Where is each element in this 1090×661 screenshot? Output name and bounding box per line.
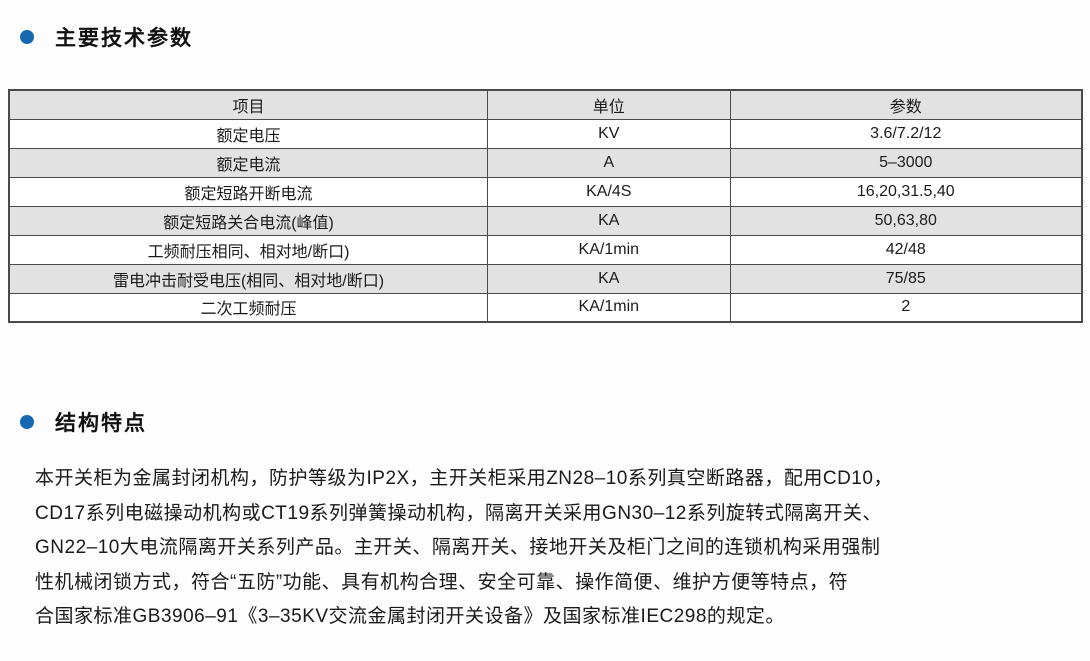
table-header-row: 项目 单位 参数 [8, 89, 1083, 120]
table-row: 额定电压 KV 3.6/7.2/12 [8, 118, 1083, 149]
table-row: 额定短路关合电流(峰值) KA 50,63,80 [8, 205, 1083, 236]
cell-param: 75/85 [729, 263, 1083, 294]
cell-unit: A [487, 147, 731, 178]
col-header-unit: 单位 [487, 89, 731, 120]
cell-item: 二次工频耐压 [8, 292, 489, 323]
cell-param: 5–3000 [729, 147, 1083, 178]
section-title-tech-params: 主要技术参数 [55, 27, 193, 50]
cell-item: 额定电流 [8, 147, 489, 178]
cell-param: 16,20,31.5,40 [729, 176, 1083, 207]
cell-param: 42/48 [729, 234, 1083, 265]
cell-unit: KV [487, 118, 731, 149]
table-row: 额定电流 A 5–3000 [8, 147, 1083, 178]
cell-unit: KA [487, 263, 731, 294]
cell-unit: KA/4S [487, 176, 731, 207]
section-header-tech-params: 主要技术参数 [20, 22, 1090, 52]
cell-item: 工频耐压相同、相对地/断口) [8, 234, 489, 265]
cell-param: 2 [729, 292, 1083, 323]
bullet-icon [20, 30, 34, 44]
table-row: 工频耐压相同、相对地/断口) KA/1min 42/48 [8, 234, 1083, 265]
table-row: 额定短路开断电流 KA/4S 16,20,31.5,40 [8, 176, 1083, 207]
paragraph-line: 合国家标准GB3906–91《3–35KV交流金属封闭开关设备》及国家标准IEC… [35, 606, 785, 628]
structure-paragraph: 本开关柜为金属封闭机构，防护等级为IP2X，主开关柜采用ZN28–10系列真空断… [35, 462, 1060, 635]
bullet-icon [20, 415, 34, 429]
section-header-structure: 结构特点 [20, 407, 1090, 437]
cell-item: 额定电压 [8, 118, 489, 149]
tech-params-table: 项目 单位 参数 额定电压 KV 3.6/7.2/12 额定电流 A 5–300… [8, 89, 1083, 323]
cell-param: 3.6/7.2/12 [729, 118, 1083, 149]
cell-item: 额定短路开断电流 [8, 176, 489, 207]
cell-unit: KA [487, 205, 731, 236]
table-row: 雷电冲击耐受电压(相同、相对地/断口) KA 75/85 [8, 263, 1083, 294]
section-title-structure: 结构特点 [55, 412, 147, 435]
paragraph-line: 本开关柜为金属封闭机构，防护等级为IP2X，主开关柜采用ZN28–10系列真空断… [35, 468, 893, 489]
paragraph-line: 性机械闭锁方式，符合“五防”功能、具有机构合理、安全可靠、操作简便、维护方便等特… [35, 571, 849, 593]
paragraph-line: GN22–10大电流隔离开关系列产品。主开关、隔离开关、接地开关及柜门之间的连锁… [35, 537, 881, 559]
paragraph-line: CD17系列电磁操动机构或CT19系列弹簧操动机构，隔离开关采用GN30–12系… [35, 502, 882, 524]
cell-param: 50,63,80 [729, 205, 1083, 236]
cell-item: 额定短路关合电流(峰值) [8, 205, 489, 236]
table-row: 二次工频耐压 KA/1min 2 [8, 292, 1083, 323]
cell-unit: KA/1min [487, 292, 731, 323]
col-header-item: 项目 [8, 89, 489, 120]
col-header-param: 参数 [729, 89, 1083, 120]
cell-item: 雷电冲击耐受电压(相同、相对地/断口) [8, 263, 489, 294]
cell-unit: KA/1min [487, 234, 731, 265]
